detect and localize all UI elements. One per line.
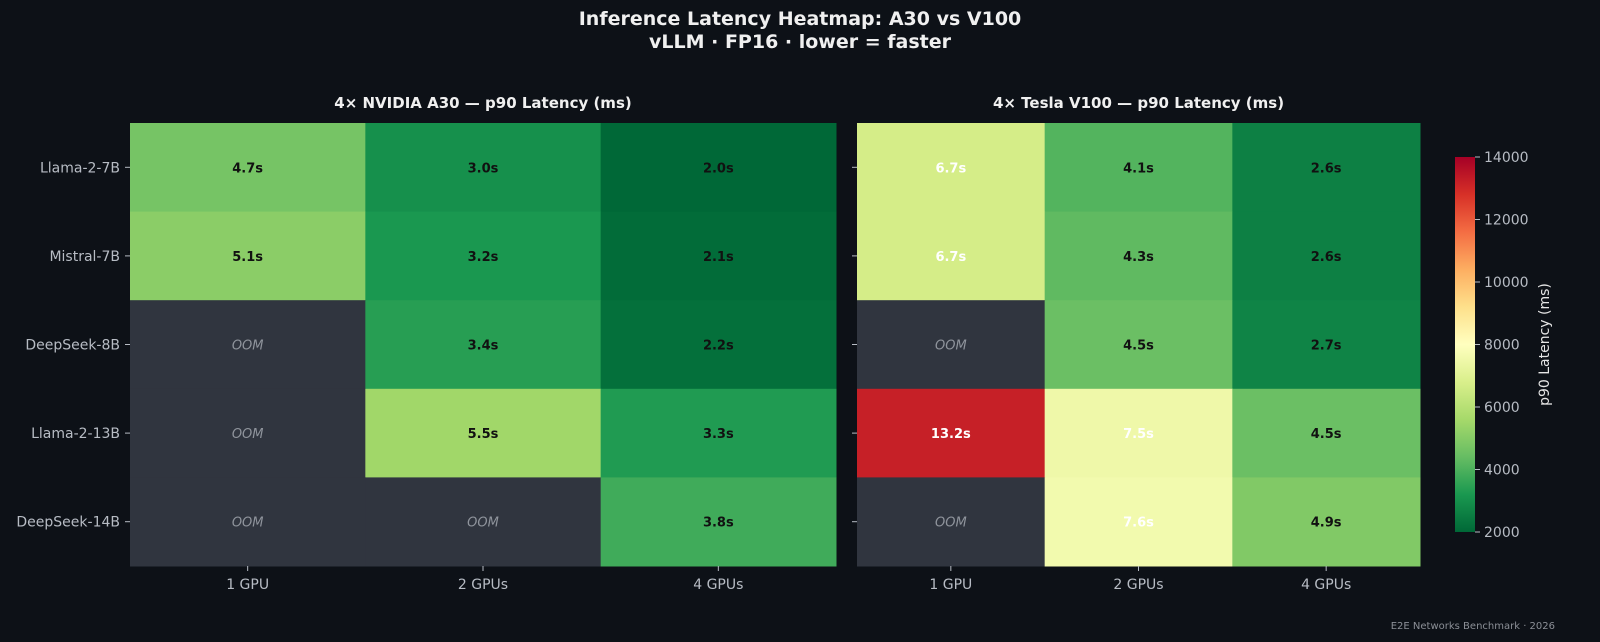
a30-cell-r4-c2 xyxy=(600,477,837,567)
v100-cell-r0-c1 xyxy=(1044,123,1233,213)
v100-cell-label-r2-c0: OOM xyxy=(935,339,967,354)
a30-cell-label-r4-c1: OOM xyxy=(467,516,499,531)
a30-cell-r2-c2 xyxy=(600,300,837,390)
a30-cell-r3-c2 xyxy=(600,388,837,478)
colorbar xyxy=(1455,157,1475,532)
v100-cell-r4-c0 xyxy=(857,477,1046,567)
v100-cell-label-r2-c1: 4.5s xyxy=(1123,339,1154,354)
colorbar-tick-label-5: 12000 xyxy=(1484,213,1529,229)
v100-panel-title: 4× Tesla V100 — p90 Latency (ms) xyxy=(992,94,1285,112)
v100-cell-label-r4-c2: 4.9s xyxy=(1311,516,1342,531)
v100-cell-label-r2-c2: 2.7s xyxy=(1311,339,1342,354)
y-tick-label-0: Llama-2-7B xyxy=(40,160,120,176)
v100-cell-label-r3-c1: 7.5s xyxy=(1123,427,1154,442)
a30-cell-r1-c2 xyxy=(600,211,837,301)
a30-cell-label-r0-c1: 3.0s xyxy=(468,161,499,176)
a30-cell-r3-c0 xyxy=(130,388,366,478)
chart-title: Inference Latency Heatmap: A30 vs V100 xyxy=(578,8,1022,30)
a30-cell-r3-c1 xyxy=(365,388,602,478)
v100-cell-r2-c1 xyxy=(1044,300,1233,390)
chart-subtitle: vLLM · FP16 · lower = faster xyxy=(648,31,951,53)
colorbar-tick-label-1: 4000 xyxy=(1484,463,1520,479)
v100-x-tick-label-1: 2 GPUs xyxy=(1113,577,1163,593)
a30-cell-r0-c2 xyxy=(600,123,837,213)
v100-cell-label-r3-c0: 13.2s xyxy=(931,427,971,442)
y-tick-label-2: DeepSeek-8B xyxy=(25,338,120,354)
colorbar-tick-label-6: 14000 xyxy=(1484,150,1529,166)
a30-x-tick-label-1: 2 GPUs xyxy=(458,577,508,593)
footer-credit: E2E Networks Benchmark · 2026 xyxy=(1390,621,1555,632)
v100-cell-label-r1-c1: 4.3s xyxy=(1123,250,1154,265)
a30-cell-label-r3-c2: 3.3s xyxy=(703,427,734,442)
v100-cell-r0-c2 xyxy=(1232,123,1421,213)
a30-cell-r4-c0 xyxy=(130,477,366,567)
a30-cell-label-r3-c0: OOM xyxy=(232,427,264,442)
v100-cell-label-r4-c0: OOM xyxy=(935,516,967,531)
colorbar-tick-label-2: 6000 xyxy=(1484,400,1520,416)
a30-cell-label-r1-c0: 5.1s xyxy=(232,250,263,265)
v100-cell-r0-c0 xyxy=(857,123,1046,213)
a30-cell-label-r2-c0: OOM xyxy=(232,339,264,354)
a30-cell-label-r2-c1: 3.4s xyxy=(468,339,499,354)
a30-cell-r2-c0 xyxy=(130,300,366,390)
a30-cell-label-r1-c2: 2.1s xyxy=(703,250,734,265)
a30-cell-label-r0-c0: 4.7s xyxy=(232,161,263,176)
colorbar-tick-label-0: 2000 xyxy=(1484,525,1520,541)
colorbar-label: p90 Latency (ms) xyxy=(1537,283,1553,406)
a30-cell-label-r3-c1: 5.5s xyxy=(468,427,499,442)
v100-cell-r2-c0 xyxy=(857,300,1046,390)
a30-cell-label-r0-c2: 2.0s xyxy=(703,161,734,176)
v100-cell-label-r3-c2: 4.5s xyxy=(1311,427,1342,442)
a30-cell-label-r2-c2: 2.2s xyxy=(703,339,734,354)
v100-cell-r3-c0 xyxy=(857,388,1046,478)
v100-cell-r2-c2 xyxy=(1232,300,1421,390)
a30-cell-r1-c0 xyxy=(130,211,366,301)
v100-cell-label-r0-c2: 2.6s xyxy=(1311,161,1342,176)
a30-cell-r2-c1 xyxy=(365,300,602,390)
a30-cell-r1-c1 xyxy=(365,211,602,301)
v100-cell-r1-c2 xyxy=(1232,211,1421,301)
a30-panel-title: 4× NVIDIA A30 — p90 Latency (ms) xyxy=(334,94,632,112)
v100-cell-r3-c1 xyxy=(1044,388,1233,478)
a30-cell-r0-c0 xyxy=(130,123,366,213)
colorbar-tick-label-4: 10000 xyxy=(1484,275,1529,291)
y-tick-label-1: Mistral-7B xyxy=(49,249,120,265)
v100-cell-label-r4-c1: 7.6s xyxy=(1123,516,1154,531)
y-tick-label-4: DeepSeek-14B xyxy=(16,515,120,531)
a30-x-tick-label-2: 4 GPUs xyxy=(693,577,743,593)
v100-cell-r4-c2 xyxy=(1232,477,1421,567)
colorbar-tick-label-3: 8000 xyxy=(1484,338,1520,354)
v100-cell-label-r0-c1: 4.1s xyxy=(1123,161,1154,176)
a30-cell-r4-c1 xyxy=(365,477,602,567)
a30-cell-label-r4-c2: 3.8s xyxy=(703,516,734,531)
v100-cell-r4-c1 xyxy=(1044,477,1233,567)
a30-cell-label-r1-c1: 3.2s xyxy=(468,250,499,265)
a30-x-tick-label-0: 1 GPU xyxy=(226,577,269,593)
v100-x-tick-label-2: 4 GPUs xyxy=(1301,577,1351,593)
v100-cell-r3-c2 xyxy=(1232,388,1421,478)
a30-cell-label-r4-c0: OOM xyxy=(232,516,264,531)
v100-cell-r1-c0 xyxy=(857,211,1046,301)
v100-cell-label-r1-c2: 2.6s xyxy=(1311,250,1342,265)
v100-x-tick-label-0: 1 GPU xyxy=(929,577,972,593)
v100-cell-label-r0-c0: 6.7s xyxy=(935,161,966,176)
v100-cell-label-r1-c0: 6.7s xyxy=(935,250,966,265)
v100-cell-r1-c1 xyxy=(1044,211,1233,301)
a30-cell-r0-c1 xyxy=(365,123,602,213)
y-tick-label-3: Llama-2-13B xyxy=(31,426,120,442)
